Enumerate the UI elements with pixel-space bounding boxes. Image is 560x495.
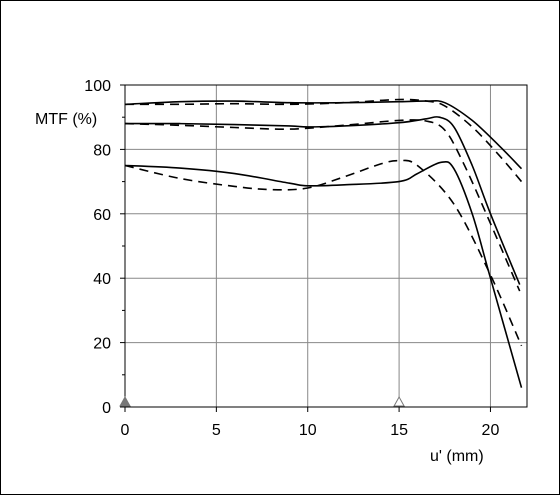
x-tick-label: 10 [299,422,317,439]
series-group [124,98,523,388]
series-line-3-solid [124,115,521,285]
x-tick-label: 5 [212,422,221,439]
filled-triangle-marker [119,395,131,407]
axis-markers [119,395,405,407]
y-tick-label: 60 [93,207,111,224]
grid [125,85,527,407]
y-tick-label: 80 [93,142,111,159]
x-tick-label: 15 [390,422,408,439]
y-tick-label: 20 [93,336,111,353]
series-line-4-dashed [124,119,521,292]
y-axis-label: MTF (%) [35,111,97,128]
x-axis-label: u' (mm) [430,448,484,465]
axis-ticks: 0 5 10 15 20 0 20 40 60 80 100 [84,78,499,439]
series-line-1-solid [124,99,523,170]
open-triangle-marker [393,395,405,407]
x-tick-label: 0 [121,422,130,439]
series-line-6-dashed [124,159,523,347]
series-line-2-dashed [124,98,523,183]
plot-area-border [124,84,528,408]
series-line-5-solid [124,160,523,388]
x-tick-label: 20 [482,422,500,439]
y-tick-label: 40 [93,271,111,288]
y-tick-label: 0 [102,400,111,417]
y-tick-label: 100 [84,78,111,95]
